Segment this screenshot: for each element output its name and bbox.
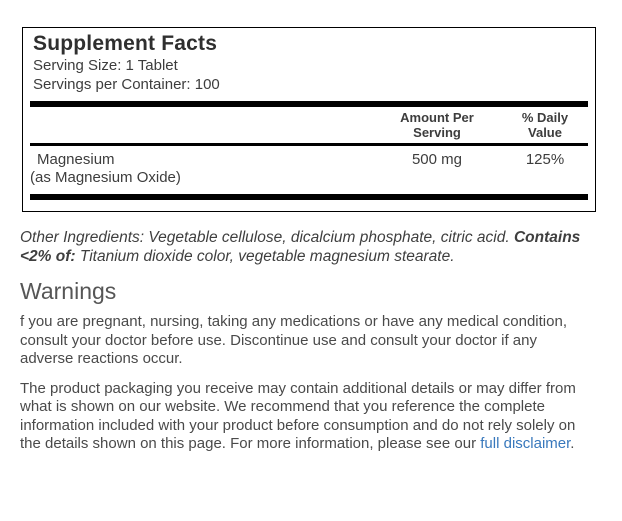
- warnings-heading: Warnings: [20, 278, 117, 304]
- medium-rule-under-headers: [30, 143, 588, 146]
- warnings-paragraph: f you are pregnant, nursing, taking any …: [20, 313, 567, 367]
- other-ingredients-tail: Titanium dioxide color, vegetable magnes…: [75, 247, 455, 265]
- facts-header-row: Amount Per Serving % Daily Value: [30, 107, 588, 143]
- full-disclaimer-link[interactable]: full disclaimer: [480, 435, 571, 452]
- table-row: Magnesium (as Magnesium Oxide) 500 mg 12…: [30, 146, 588, 194]
- nutrient-form: (as Magnesium Oxide): [30, 169, 181, 186]
- supplement-facts-title: Supplement Facts: [33, 32, 218, 55]
- contains-statement: Contains <2% of:: [20, 229, 581, 265]
- supplement-facts-panel: Supplement Facts Serving Size: 1 Tablet …: [22, 27, 596, 212]
- other-ingredients-lead: Other Ingredients: Vegetable cellulose, …: [20, 229, 514, 246]
- nutrient-daily-value: 125%: [525, 151, 565, 168]
- heavy-rule-bottom: [30, 194, 588, 200]
- disclaimer-text-after-link: .: [570, 435, 575, 452]
- other-ingredients-text: Other Ingredients: Vegetable cellulose, …: [20, 229, 588, 266]
- packaging-disclaimer-paragraph: The product packaging you receive may co…: [20, 380, 590, 454]
- column-header-amount-per-serving: Amount Per Serving: [400, 110, 474, 140]
- header-spacer: [30, 110, 372, 140]
- nutrient-name-cell: Magnesium (as Magnesium Oxide): [30, 151, 372, 187]
- serving-size-text: Serving Size: 1 Tablet: [33, 57, 178, 74]
- heavy-rule-top: [30, 101, 588, 107]
- disclaimer-text-before-link: The product packaging you receive may co…: [20, 379, 576, 453]
- nutrient-amount: 500 mg: [411, 151, 463, 168]
- servings-per-container-text: Servings per Container: 100: [33, 76, 220, 93]
- nutrient-name: Magnesium: [37, 151, 115, 168]
- column-header-daily-value: % Daily Value: [521, 110, 569, 140]
